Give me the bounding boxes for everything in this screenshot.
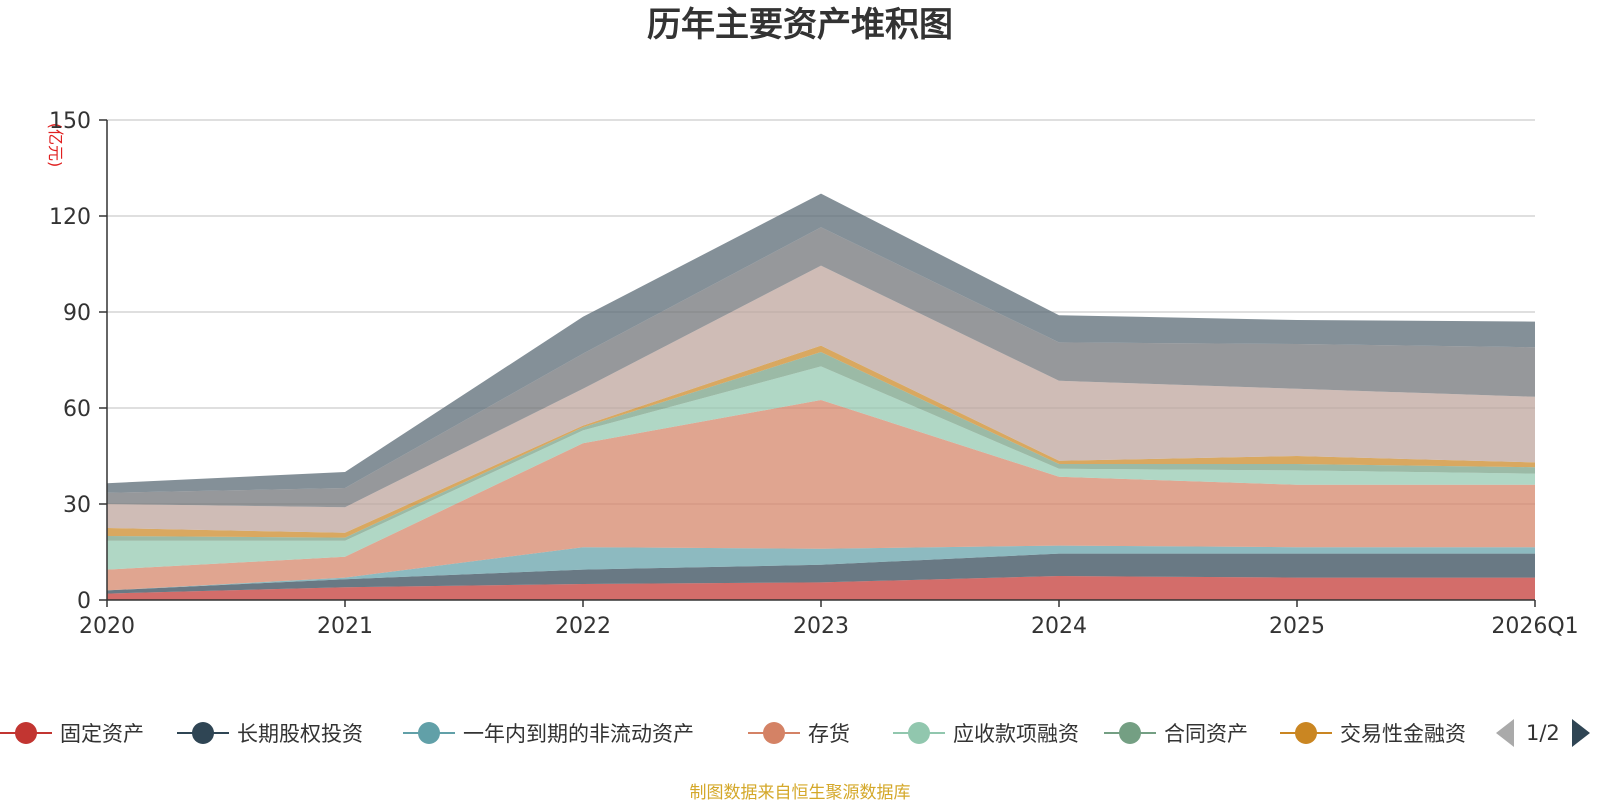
legend-item[interactable]: 合同资产	[1104, 718, 1248, 748]
y-tick-label: 60	[63, 397, 91, 422]
legend-item[interactable]: 存货	[748, 718, 850, 748]
area-series-4	[107, 366, 1535, 570]
area-series-7	[107, 265, 1535, 533]
legend-marker-icon	[1104, 718, 1156, 748]
x-tick-label: 2026Q1	[1491, 614, 1578, 639]
legend-marker-icon	[893, 718, 945, 748]
legend: 固定资产 长期股权投资 一年内到期的非流动资产 存货 应收款项融资 合同资产 交易性金融资	[0, 718, 1600, 748]
legend-label: 固定资产	[60, 722, 144, 746]
legend-marker-icon	[403, 718, 455, 748]
legend-label: 交易性金融资	[1340, 722, 1466, 746]
legend-marker-icon	[177, 718, 229, 748]
x-tick-label: 2021	[317, 614, 373, 639]
area-series-8	[107, 227, 1535, 508]
area-series-2	[107, 545, 1535, 591]
legend-page-indicator: 1/2	[1526, 721, 1560, 745]
y-axis-unit-label: (亿元)	[46, 123, 65, 168]
legend-item[interactable]: 长期股权投资	[177, 718, 363, 748]
chart-title: 历年主要资产堆积图	[647, 5, 953, 45]
area-series-9	[107, 193, 1535, 493]
legend-marker-icon	[0, 718, 52, 748]
area-series-3	[107, 400, 1535, 591]
x-tick-label: 2023	[793, 614, 849, 639]
area-series-0	[107, 576, 1535, 600]
area-series-1	[107, 553, 1535, 594]
x-tick-label: 2024	[1031, 614, 1087, 639]
x-tick-label: 2022	[555, 614, 611, 639]
area-series-group	[107, 193, 1535, 600]
data-source-note: 制图数据来自恒生聚源数据库	[689, 783, 911, 803]
y-tick-label: 90	[63, 301, 91, 326]
y-tick-label: 120	[49, 205, 91, 230]
legend-item[interactable]: 固定资产	[0, 718, 144, 748]
legend-label: 长期股权投资	[237, 722, 363, 746]
legend-marker-icon	[1280, 718, 1332, 748]
legend-label: 一年内到期的非流动资产	[463, 722, 694, 746]
legend-item[interactable]: 一年内到期的非流动资产	[403, 718, 694, 748]
legend-label: 存货	[808, 722, 850, 746]
legend-item[interactable]: 交易性金融资	[1280, 718, 1466, 748]
legend-label: 合同资产	[1164, 722, 1248, 746]
legend-label: 应收款项融资	[953, 722, 1079, 746]
x-tick-label: 2025	[1269, 614, 1325, 639]
legend-prev-icon[interactable]	[1496, 719, 1514, 747]
y-tick-label: 150	[49, 109, 91, 134]
legend-next-icon[interactable]	[1571, 719, 1590, 747]
y-tick-label: 30	[63, 493, 91, 518]
axes: 0 30 60 90 120 150 2020 2021 2022 2023 2024 2025 202…	[49, 109, 1579, 639]
legend-pager: 1/2	[1496, 718, 1590, 748]
y-tick-label: 0	[77, 589, 91, 614]
x-tick-label: 2020	[79, 614, 135, 639]
legend-marker-icon	[748, 718, 800, 748]
legend-item[interactable]: 应收款项融资	[893, 718, 1079, 748]
